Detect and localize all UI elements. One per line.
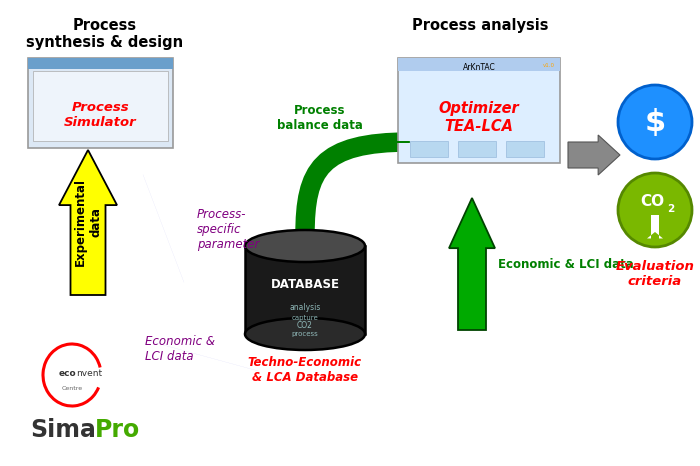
Text: $: $ xyxy=(645,108,666,137)
Text: Economic &
LCI data: Economic & LCI data xyxy=(145,335,215,363)
Text: nvent: nvent xyxy=(76,369,102,377)
Text: Process
synthesis & design: Process synthesis & design xyxy=(27,18,183,50)
Text: Techno-Economic
& LCA Database: Techno-Economic & LCA Database xyxy=(248,356,362,384)
Text: Evaluation
criteria: Evaluation criteria xyxy=(615,260,694,288)
FancyBboxPatch shape xyxy=(410,141,448,157)
Text: eco: eco xyxy=(58,369,76,377)
FancyBboxPatch shape xyxy=(506,141,544,157)
Text: analysis: analysis xyxy=(289,303,321,313)
FancyBboxPatch shape xyxy=(458,141,496,157)
Text: CO2: CO2 xyxy=(297,322,313,330)
Text: Process-
specific
parameter: Process- specific parameter xyxy=(197,208,260,252)
Text: Process analysis: Process analysis xyxy=(412,18,548,33)
Text: CO: CO xyxy=(640,193,664,208)
FancyArrowPatch shape xyxy=(148,341,259,371)
Polygon shape xyxy=(449,198,495,330)
FancyBboxPatch shape xyxy=(33,71,168,141)
Text: ArKnTAC: ArKnTAC xyxy=(463,63,496,72)
Text: Optimizer
TEA-LCA: Optimizer TEA-LCA xyxy=(439,101,519,134)
Circle shape xyxy=(618,85,692,159)
Text: Centre: Centre xyxy=(62,385,83,391)
Text: DATABASE: DATABASE xyxy=(270,279,340,292)
FancyBboxPatch shape xyxy=(28,58,173,148)
Polygon shape xyxy=(59,150,117,295)
Text: Process
balance data: Process balance data xyxy=(277,104,363,132)
FancyArrowPatch shape xyxy=(143,175,184,282)
Text: Process
Simulator: Process Simulator xyxy=(64,101,136,129)
FancyBboxPatch shape xyxy=(245,246,365,334)
Text: v1.0: v1.0 xyxy=(543,63,555,68)
Ellipse shape xyxy=(245,318,365,350)
Polygon shape xyxy=(568,135,620,175)
Text: Economic & LCI data: Economic & LCI data xyxy=(498,258,634,270)
FancyBboxPatch shape xyxy=(28,58,173,69)
Text: Sima: Sima xyxy=(30,418,96,442)
Text: Pro: Pro xyxy=(95,418,140,442)
Ellipse shape xyxy=(245,230,365,262)
Text: process: process xyxy=(292,331,318,337)
Circle shape xyxy=(618,173,692,247)
Text: capture: capture xyxy=(292,315,318,321)
Polygon shape xyxy=(647,215,663,239)
Text: 2: 2 xyxy=(667,204,675,214)
FancyBboxPatch shape xyxy=(398,58,560,71)
FancyBboxPatch shape xyxy=(398,58,560,163)
Text: Experimental
data: Experimental data xyxy=(74,178,102,266)
